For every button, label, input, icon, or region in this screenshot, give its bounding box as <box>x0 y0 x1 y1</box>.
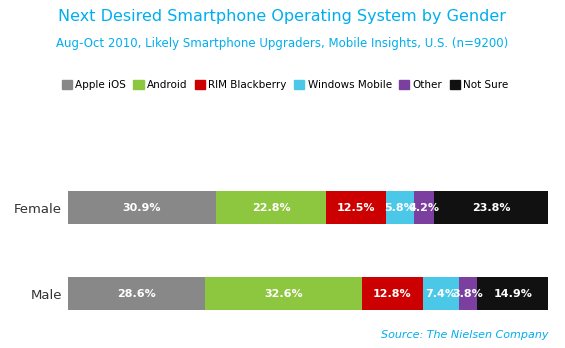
Text: Next Desired Smartphone Operating System by Gender: Next Desired Smartphone Operating System… <box>59 9 506 24</box>
Text: 4.2%: 4.2% <box>408 203 439 213</box>
Bar <box>68 191 216 224</box>
Bar <box>216 191 325 224</box>
Text: 28.6%: 28.6% <box>117 288 156 299</box>
Text: 12.8%: 12.8% <box>373 288 412 299</box>
Bar <box>477 277 549 310</box>
Text: 32.6%: 32.6% <box>264 288 303 299</box>
Text: 14.9%: 14.9% <box>493 288 532 299</box>
Text: Aug-Oct 2010, Likely Smartphone Upgraders, Mobile Insights, U.S. (n=9200): Aug-Oct 2010, Likely Smartphone Upgrader… <box>56 37 508 49</box>
Bar <box>68 277 205 310</box>
Bar <box>362 277 423 310</box>
Text: 3.8%: 3.8% <box>453 288 483 299</box>
Legend: Apple iOS, Android, RIM Blackberry, Windows Mobile, Other, Not Sure: Apple iOS, Android, RIM Blackberry, Wind… <box>62 80 508 90</box>
Bar <box>434 191 548 224</box>
Bar <box>205 277 362 310</box>
Text: 30.9%: 30.9% <box>123 203 161 213</box>
Bar <box>325 191 386 224</box>
Text: 5.8%: 5.8% <box>384 203 415 213</box>
Text: 23.8%: 23.8% <box>472 203 510 213</box>
Text: 22.8%: 22.8% <box>251 203 290 213</box>
Text: 7.4%: 7.4% <box>425 288 457 299</box>
Bar <box>423 277 459 310</box>
Bar <box>414 191 434 224</box>
Text: Source: The Nielsen Company: Source: The Nielsen Company <box>381 330 548 340</box>
Bar <box>386 191 414 224</box>
Text: 12.5%: 12.5% <box>337 203 375 213</box>
Bar <box>459 277 477 310</box>
